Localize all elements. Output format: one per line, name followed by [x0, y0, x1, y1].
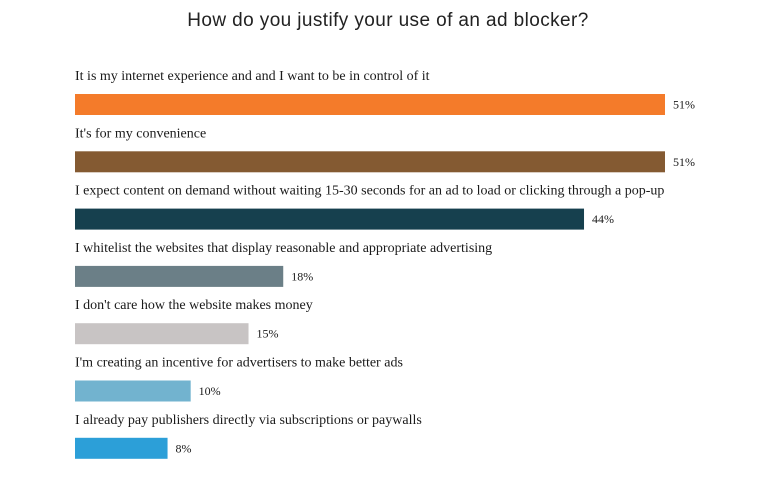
category-label: I expect content on demand without waiti… [75, 184, 664, 199]
category-label: I whitelist the websites that display re… [75, 241, 492, 256]
bar [75, 323, 249, 345]
bar [75, 265, 284, 287]
value-label: 18% [291, 269, 313, 283]
bar [75, 151, 665, 173]
category-label: It's for my convenience [75, 126, 206, 141]
value-label: 8% [176, 441, 192, 455]
category-label: I already pay publishers directly via su… [75, 413, 422, 428]
category-label: I don't care how the website makes money [75, 298, 313, 313]
value-label: 51% [673, 98, 695, 112]
category-label: It is my internet experience and and I w… [75, 69, 430, 84]
bar [75, 94, 665, 115]
chart-title: How do you justify your use of an ad blo… [187, 10, 589, 31]
value-label: 44% [592, 212, 614, 226]
bar [75, 437, 168, 459]
bar [75, 208, 585, 230]
category-label: I'm creating an incentive for advertiser… [75, 356, 403, 371]
value-label: 51% [673, 155, 695, 169]
bar [75, 380, 191, 402]
value-label: 10% [199, 384, 221, 398]
value-label: 15% [257, 327, 279, 341]
